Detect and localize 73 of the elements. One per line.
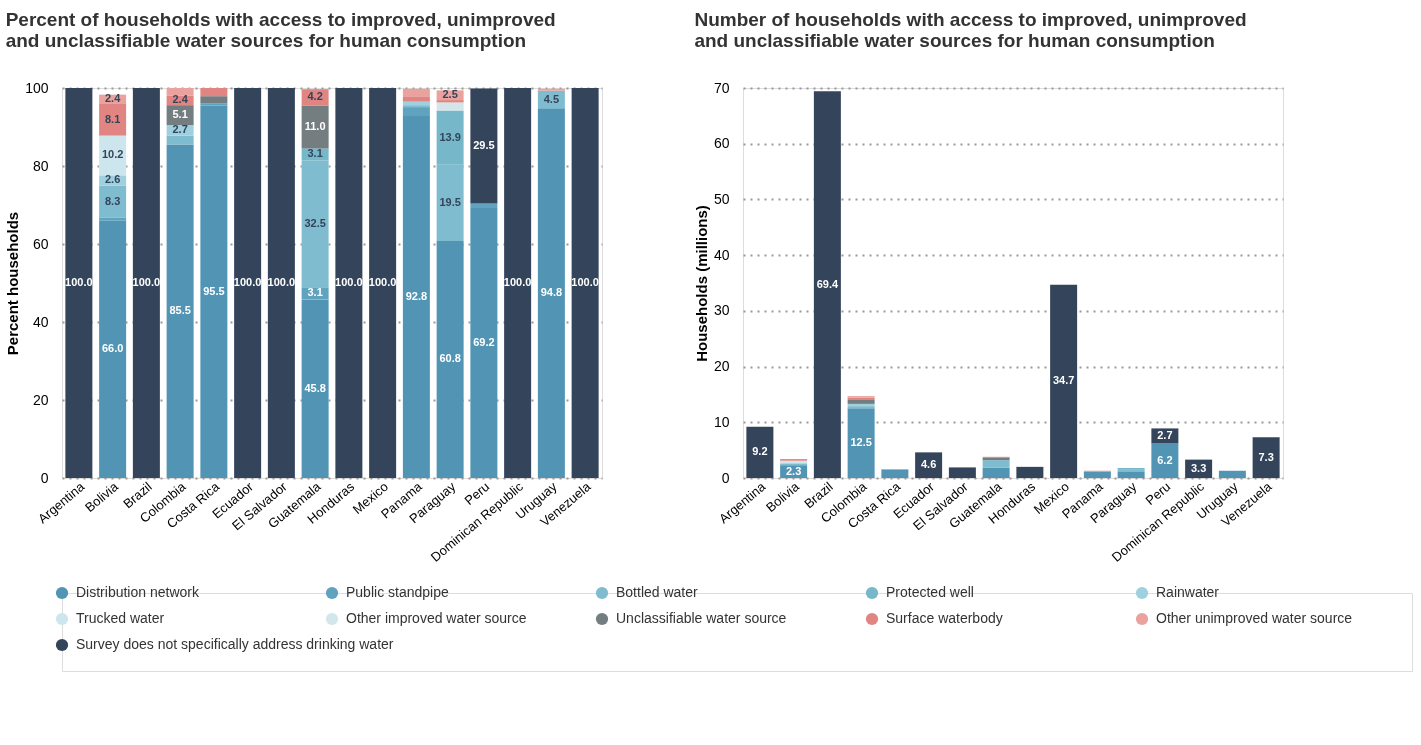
data-label: 7.3 [1258,450,1274,463]
data-label: 32.5 [304,216,326,229]
data-label: 45.8 [304,381,326,394]
data-label: 10.2 [101,148,124,161]
data-label: 2.3 [785,464,802,477]
data-label: 12.5 [850,436,872,449]
legend-label: Unclassifiable water source [616,610,787,626]
y-tick-label: 100 [25,79,49,96]
data-label: 92.8 [405,290,428,303]
data-label: 60.8 [439,352,461,365]
y-tick-label: 50 [713,190,730,207]
data-label: 3.3 [1190,461,1207,474]
data-label: 100.0 [335,276,363,288]
data-label: 85.5 [169,304,191,317]
data-label: 8.3 [104,194,121,207]
data-label: 19.5 [439,195,461,208]
legend-label: Survey does not specifically address drinking water [76,636,394,652]
y-tick-label: 70 [713,79,730,96]
data-label: 29.5 [473,138,495,151]
legend-label: Other improved water source [346,610,527,626]
y-tick-label: 60 [713,135,730,152]
data-label: 3.1 [307,147,323,160]
data-label: 4.6 [920,458,937,471]
data-label: 11.0 [304,120,326,132]
chart-title: Percent of households with access to improved, unimproved and unclassifiable water sources for human consumption [5,9,556,51]
data-label: 2.4 [172,93,189,106]
data-label: 4.5 [543,92,560,105]
legend-label: Protected well [886,584,974,600]
data-label: 4.2 [307,90,323,103]
y-tick-label: 80 [32,157,49,174]
data-label: 100.0 [571,276,599,288]
y-tick-label: 0 [40,469,49,486]
data-label: 13.9 [439,130,461,143]
y-tick-label: 30 [713,302,730,319]
data-label: 94.8 [540,286,563,299]
data-label: 100.0 [503,276,532,288]
y-tick-label: 40 [32,313,49,330]
y-axis-title: Households (millions) [692,205,710,362]
data-label: 100.0 [368,276,397,288]
y-tick-label: 20 [32,391,49,408]
data-label: 2.4 [104,92,122,105]
legend-label: Surface waterbody [886,610,1003,626]
data-label: 34.7 [1052,374,1075,387]
data-label: 3.1 [307,286,323,299]
legend-label: Bottled water [616,584,699,600]
y-axis-title: Percent households [4,211,22,356]
data-label: 2.6 [104,173,121,186]
data-label: 69.4 [816,277,839,290]
y-tick-label: 20 [713,358,730,375]
y-tick-label: 0 [721,469,730,486]
data-label: 66.0 [101,342,124,355]
data-label: 6.2 [1157,453,1173,466]
y-tick-label: 40 [713,246,730,263]
legend-label: Trucked water [76,610,165,626]
data-label: 100.0 [267,276,296,288]
y-tick-label: 60 [32,235,49,252]
data-label: 100.0 [233,276,262,288]
legend-label: Other unimproved water source [1156,610,1353,626]
data-label: 69.2 [473,336,495,349]
data-label: 2.7 [1157,428,1173,441]
data-label: 5.1 [172,108,188,121]
legend-label: Distribution network [76,584,200,600]
data-label: 95.5 [203,284,225,297]
data-label: 100.0 [65,276,93,288]
legend-label: Public standpipe [346,584,449,600]
data-label: 9.2 [752,445,768,458]
y-tick-label: 10 [713,413,730,430]
data-label: 2.5 [442,88,458,101]
data-label: 100.0 [132,276,161,288]
data-label: 2.7 [172,123,188,136]
legend-label: Rainwater [1156,584,1220,600]
chart-title: Number of households with access to improved, unimproved and unclassifiable water sources for human consumption [694,9,1247,51]
data-label: 8.1 [104,112,121,125]
